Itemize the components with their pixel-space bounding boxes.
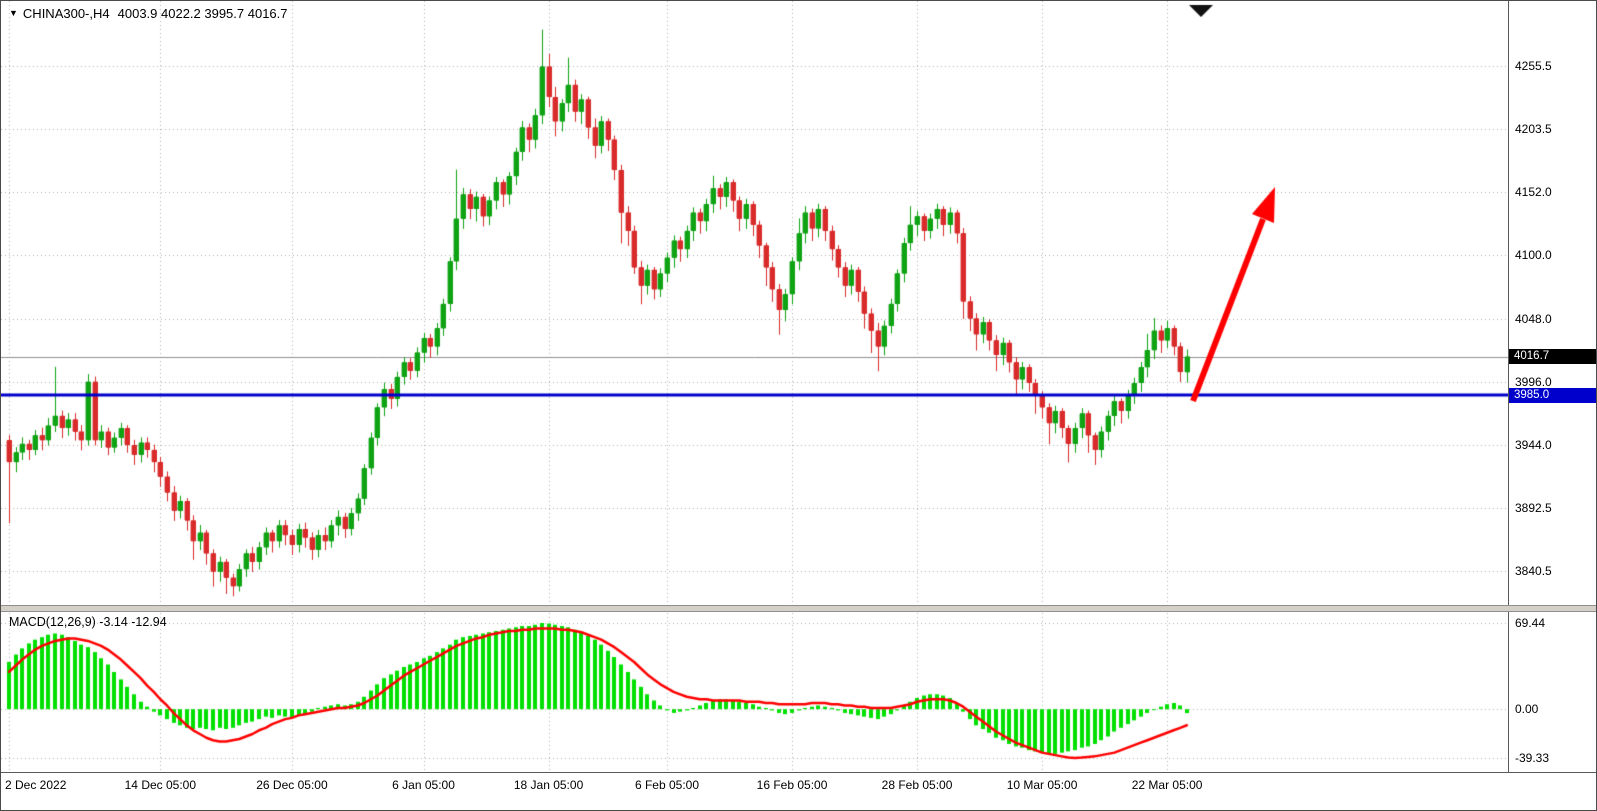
price-axis-label: 3840.5 [1515, 564, 1552, 578]
pane-separator[interactable] [1, 605, 1596, 612]
macd-axis-label: -39.33 [1515, 751, 1550, 765]
time-axis-label: 14 Dec 05:00 [124, 778, 197, 792]
time-axis-label: 10 Mar 05:00 [1006, 778, 1078, 792]
time-axis-label: 16 Feb 05:00 [756, 778, 828, 792]
symbol-info: ▼ CHINA300-,H4 4003.9 4022.2 3995.7 4016.7 [9, 6, 288, 21]
time-axis-label: 18 Jan 05:00 [513, 778, 584, 792]
macd-axis-label: 69.44 [1515, 616, 1546, 630]
price-axis-label: 4152.0 [1515, 184, 1552, 199]
time-axis-label: 22 Mar 05:00 [1131, 778, 1203, 792]
time-axis[interactable]: 2 Dec 2022 14 Dec 05:00 26 Dec 05:00 6 Jan … [1, 772, 1596, 810]
price-axis-label: 3944.0 [1515, 438, 1552, 453]
price-axis-label: 4203.5 [1515, 122, 1552, 137]
symbol-dropdown-icon[interactable]: ▼ [9, 8, 18, 18]
time-axis-label: 6 Feb 05:00 [634, 778, 700, 792]
time-axis-label: 26 Dec 05:00 [256, 778, 328, 792]
price-axis-label: 3892.5 [1515, 500, 1552, 515]
time-axis-label: 28 Feb 05:00 [881, 778, 953, 792]
macd-axis-label: 0.00 [1515, 702, 1539, 717]
price-axis[interactable]: 4255.5 4203.5 4152.0 4100.0 4048.0 3996.0 3944… [1508, 1, 1596, 772]
ohlc-readout: 4003.9 4022.2 3995.7 4016.7 [117, 6, 288, 21]
price-axis-label: 4100.0 [1515, 248, 1552, 263]
time-axis-label: 2 Dec 2022 [5, 778, 67, 792]
current-price-badge: 4016.7 [1509, 349, 1596, 365]
macd-indicator-label: MACD(12,26,9) -3.14 -12.94 [9, 615, 167, 629]
price-axis-label: 4255.5 [1515, 59, 1552, 73]
price-axis-label: 4048.0 [1515, 311, 1552, 326]
symbol-name: CHINA300-,H4 [22, 6, 110, 21]
price-axis-label: 3996.0 [1515, 374, 1552, 389]
time-axis-label: 6 Jan 05:00 [392, 778, 455, 792]
hline-price-badge: 3985.0 [1509, 387, 1596, 403]
